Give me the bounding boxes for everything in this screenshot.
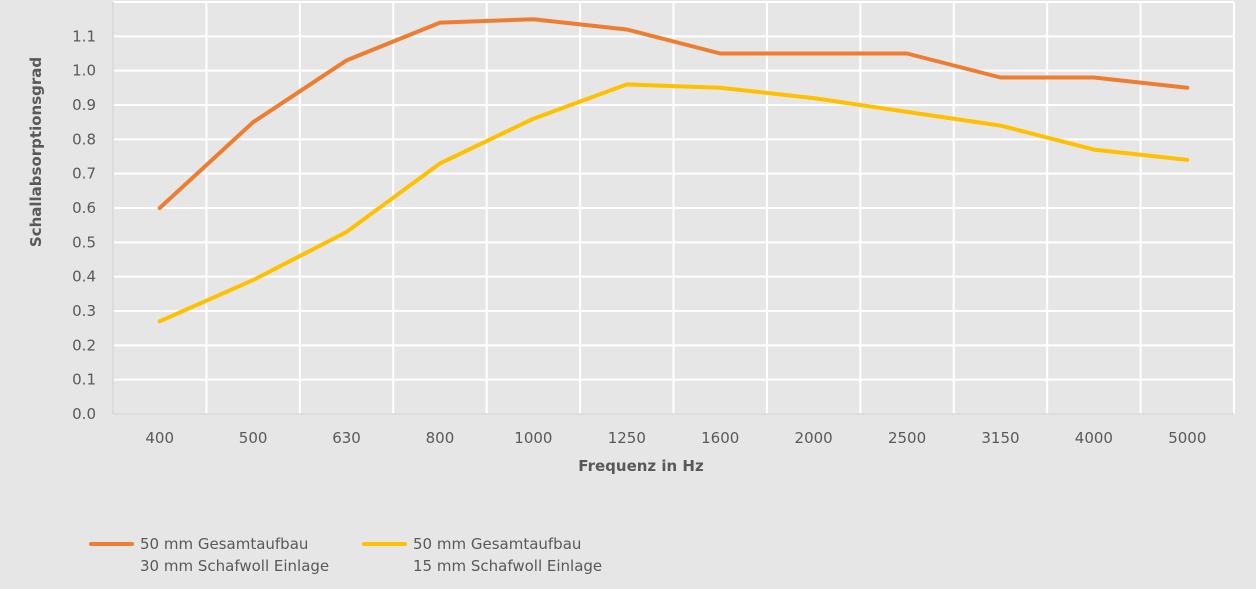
grid-lines bbox=[113, 1, 1235, 414]
x-tick-label: 2000 bbox=[795, 429, 833, 447]
y-tick-label: 0.3 bbox=[72, 302, 96, 320]
y-tick-label: 0.5 bbox=[72, 233, 96, 251]
legend-label-series-2-line1: 50 mm Gesamtaufbau bbox=[413, 535, 581, 553]
series-line-2 bbox=[157, 82, 1190, 324]
y-tick-label: 0.0 bbox=[72, 405, 96, 423]
y-tick-label: 0.1 bbox=[72, 371, 96, 389]
y-tick-label: 1.0 bbox=[72, 62, 96, 80]
x-tick-label: 3150 bbox=[981, 429, 1019, 447]
y-tick-label: 0.9 bbox=[72, 96, 96, 114]
y-tick-label: 0.8 bbox=[72, 130, 96, 148]
legend-label-series-1-line1: 50 mm Gesamtaufbau bbox=[140, 535, 308, 553]
y-tick-label: 0.2 bbox=[72, 336, 96, 354]
x-tick-label: 1250 bbox=[608, 429, 646, 447]
y-tick-labels: 0.0 0.1 0.2 0.3 0.4 0.5 0.6 0.7 0.8 0.9 1.0 1.1 bbox=[72, 27, 96, 423]
x-tick-label: 4000 bbox=[1075, 429, 1113, 447]
data-series bbox=[157, 17, 1190, 324]
legend-item-series-1: 50 mm Gesamtaufbau 30 mm Schafwoll Einla… bbox=[89, 535, 329, 575]
y-tick-label: 0.7 bbox=[72, 165, 96, 183]
y-tick-label: 0.4 bbox=[72, 268, 96, 286]
x-tick-label: 400 bbox=[145, 429, 174, 447]
x-tick-label: 630 bbox=[332, 429, 361, 447]
y-axis-title: Schallabsorptionsgrad bbox=[27, 57, 45, 247]
series-line-1 bbox=[157, 17, 1190, 210]
axes bbox=[112, 2, 1234, 415]
y-tick-label: 0.6 bbox=[72, 199, 96, 217]
y-tick-label: 1.1 bbox=[72, 27, 96, 45]
x-tick-label: 5000 bbox=[1168, 429, 1206, 447]
legend-label-series-1-line2: 30 mm Schafwoll Einlage bbox=[140, 557, 329, 575]
legend-item-series-2: 50 mm Gesamtaufbau 15 mm Schafwoll Einla… bbox=[362, 535, 602, 575]
x-tick-labels: 400 500 630 800 1000 1250 1600 2000 2500 3150 4000… bbox=[145, 429, 1206, 447]
x-axis-title: Frequenz in Hz bbox=[578, 457, 704, 475]
x-tick-label: 1600 bbox=[701, 429, 739, 447]
x-tick-label: 500 bbox=[239, 429, 268, 447]
legend: 50 mm Gesamtaufbau 30 mm Schafwoll Einla… bbox=[89, 535, 602, 575]
x-tick-label: 800 bbox=[426, 429, 455, 447]
legend-label-series-2-line2: 15 mm Schafwoll Einlage bbox=[413, 557, 602, 575]
x-tick-label: 1000 bbox=[514, 429, 552, 447]
x-tick-label: 2500 bbox=[888, 429, 926, 447]
